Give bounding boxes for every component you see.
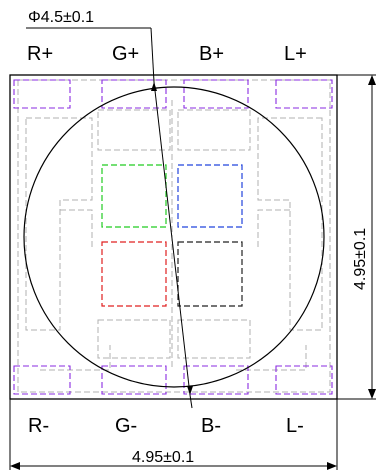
diameter-leader-bottom [189,394,193,409]
pin-pad-r-minus [13,365,71,395]
package-outline [9,74,338,400]
red-chip [101,241,167,307]
pin-label-r-minus: R- [28,415,49,437]
black-chip [177,241,243,307]
diameter-arrow-bottom [187,386,193,395]
pin-label-g-plus: G+ [112,43,139,65]
green-chip [101,164,167,228]
pin-pad-g-plus [101,79,167,109]
width-arrow-left [10,462,20,470]
pin-label-b-minus: B- [201,415,221,437]
internal-pad-traces [17,79,331,393]
pin-label-l-minus: L- [286,415,304,437]
height-dimension-label: 4.95±0.1 [352,228,369,290]
pin-label-b-plus: B+ [199,43,224,65]
pin-pad-b-minus [183,365,249,395]
width-dimension-label: 4.95±0.1 [132,449,194,466]
height-arrow-top [368,75,376,85]
pin-pad-g-minus [101,365,167,395]
pin-label-g-minus: G- [115,415,137,437]
diameter-leader-drop [150,27,155,83]
pin-label-l-plus: L+ [284,43,307,65]
diameter-arrow-top [151,82,157,91]
blue-chip [177,164,243,228]
pin-pad-l-minus [275,365,333,395]
pin-pad-r-plus [13,79,71,109]
bottom-pin-pads [13,365,333,395]
pin-label-r-plus: R+ [27,43,53,65]
lens-diameter-label: Φ4.5±0.1 [28,9,94,26]
top-pin-pads [13,79,333,109]
lens-circle [23,86,325,388]
pin-pad-l-plus [275,79,333,109]
diameter-line [153,81,191,396]
pin-pad-b-plus [183,79,249,109]
height-arrow-bottom [368,389,376,399]
width-arrow-right [327,462,337,470]
